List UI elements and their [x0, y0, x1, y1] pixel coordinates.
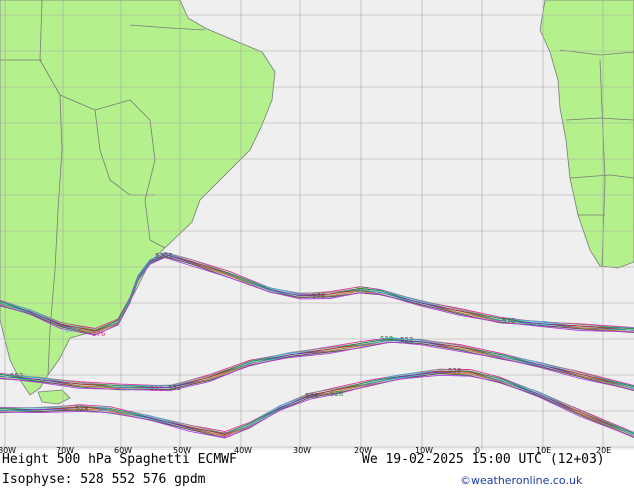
valid-date: We 19-02-2025 15:00 UTC (12+03)	[362, 452, 605, 467]
tierra-del-fuego	[37, 389, 71, 405]
contour-label-528: 528	[330, 390, 343, 398]
africa-landmass	[539, 0, 634, 269]
contour-label-552: 552	[150, 385, 163, 393]
contour-labels: 5765 576 576 576 576 576 576 552 552 552 552 552 552…	[10, 252, 548, 439]
longitude-label: 80W	[0, 446, 17, 455]
contour-label-576: 576	[92, 330, 106, 338]
contour-label-576: 5765	[155, 252, 173, 260]
isophyse-legend: Isophyse: 528 552 576 gpdm	[2, 472, 206, 487]
longitude-label: 10W	[415, 446, 434, 455]
contour-552-member	[0, 339, 634, 390]
contour-528-member	[0, 374, 634, 439]
contour-576-member	[0, 255, 634, 334]
contour-label-552: 552	[120, 384, 133, 392]
lat-lon-grid	[0, 0, 634, 450]
longitude-label: 40W	[234, 446, 253, 455]
map-title: Height 500 hPa Spaghetti ECMWF	[2, 452, 237, 467]
contour-552-member	[0, 337, 634, 387]
contour-label-528: 528	[75, 405, 88, 413]
contour-label-576: 576	[356, 286, 370, 294]
longitude-label: 20W	[354, 446, 373, 455]
longitude-label: 10E	[536, 446, 552, 455]
contour-576-member	[0, 257, 634, 336]
longitude-label: 60W	[114, 446, 133, 455]
contour-label-552: 552	[10, 372, 23, 380]
contour-label-576: 576	[534, 320, 548, 328]
contour-label-552: 552	[400, 336, 413, 344]
contour-label-528: 528	[448, 367, 461, 375]
contour-label-576: 576	[502, 317, 516, 325]
longitude-label: 0	[475, 446, 481, 455]
contour-label-576: 576	[65, 326, 79, 334]
contour-label-528: 528	[218, 431, 231, 439]
contour-label-552: 552	[380, 335, 393, 343]
credit-link[interactable]: ©weatheronline.co.uk	[460, 474, 583, 487]
longitude-label: 50W	[173, 446, 192, 455]
contour-552-member	[0, 341, 634, 392]
contour-576-member	[0, 254, 634, 331]
longitude-label: 70W	[56, 446, 75, 455]
contour-bundles	[0, 251, 634, 439]
contour-label-528: 528	[97, 405, 110, 413]
spaghetti-map: 5765 576 576 576 576 576 576 552 552 552 552 552 552…	[0, 0, 634, 450]
contour-label-528: 528	[305, 392, 318, 400]
contour-label-552: 552	[168, 384, 181, 392]
contour-576-member	[0, 252, 634, 329]
contour-576-member	[0, 256, 634, 334]
longitude-label: 30W	[293, 446, 312, 455]
contour-label-576: 576	[312, 292, 326, 300]
longitude-label: 20E	[596, 446, 612, 455]
